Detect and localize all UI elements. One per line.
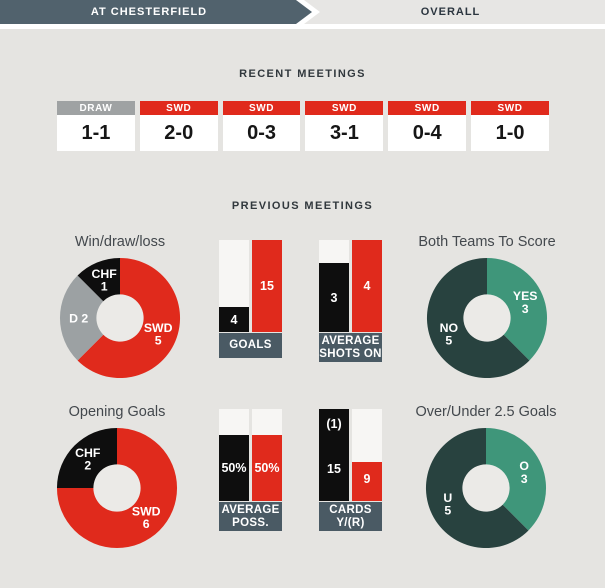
average-shots-on-bar-chf: 3 [319,240,349,332]
opening-goals-segment-label-swd: SWD 6 [132,504,161,531]
meeting-card: SWD 1-0 [471,101,549,151]
average-possession-bar-chf: 50% [219,409,249,501]
win-draw-loss-segment-draw [59,275,104,361]
both-teams-to-score-chart: Both Teams To Score YES 3 NO 5 [412,234,562,380]
meeting-score: 3-1 [305,115,384,151]
tab-bar: AT CHESTERFIELD OVERALL [0,0,605,29]
meeting-score: 1-0 [471,115,549,151]
meeting-card: SWD 0-3 [222,101,301,151]
recent-meetings-heading: RECENT MEETINGS [239,68,366,80]
both-teams-to-score-donut-hole [463,294,511,342]
goals-bar-chf: 4 [219,240,249,332]
meeting-score: 0-4 [388,115,467,151]
opening-goals-segment-chf [56,427,117,488]
over-under-2-5-goals-donut: O 3 U 5 [425,427,547,549]
average-possession-bar-swd: 50% [252,409,282,501]
goals-value-chf: 4 [230,312,238,327]
average-shots-on-label-box: AVERAGE SHOTS ON [319,333,382,362]
meeting-result-badge: SWD [139,101,218,115]
average-possession-bar-fill-swd [252,434,282,501]
previous-meetings-heading: PREVIOUS MEETINGS [231,200,374,212]
meeting-score: 0-3 [222,115,301,151]
win-draw-loss-title: Win/draw/loss [74,234,166,250]
average-shots-on-value-swd: 4 [363,279,371,293]
both-teams-to-score-donut: YES 3 NO 5 [426,257,548,379]
meeting-score: 1-1 [57,115,135,151]
meeting-result-badge: SWD [305,101,384,115]
tab-at-chesterfield[interactable]: AT CHESTERFIELD [0,0,312,24]
average-possession-bar-fill-chf [219,434,249,501]
cards-yellow-red-bar-swd: 9 [352,409,382,501]
average-shots-on-bar-fill-chf [319,263,349,332]
cards-yellow-red-bar-fill-chf [319,409,349,501]
opening-goals-segment-label-chf: CHF 2 [75,446,101,473]
average-shots-on-bar-fill-swd [352,240,382,332]
win-draw-loss-donut: SWD 5 D 2 CHF 1 [59,257,181,379]
both-teams-to-score-segment-label-yes: YES 3 [513,289,538,316]
tab-overall[interactable]: OVERALL [304,0,605,24]
win-draw-loss-segment-swd [77,257,181,379]
opening-goals-chart: Opening Goals SWD 6 CHF 2 [42,404,192,550]
meeting-result-badge: DRAW [57,101,135,115]
win-draw-loss-donut-hole [96,294,144,342]
both-teams-to-score-segment-yes [487,257,548,361]
win-draw-loss-segment-label-draw: D 2 [69,311,88,325]
goals-bars: 4 15 [219,240,282,332]
average-shots-on-value-chf: 3 [330,290,338,305]
cards-yellow-red-value-chf: 15 [327,461,341,476]
cards-yellow-red-bar-fill-swd [352,462,382,501]
tab-at-chesterfield-label: AT CHESTERFIELD [90,6,208,18]
cards-yellow-red-value-chf: (1) [326,416,342,431]
cards-yellow-red-bars: (1) 15 9 [319,409,382,501]
goals-bar-swd: 15 [252,240,282,332]
win-draw-loss-chart: Win/draw/loss SWD 5 D 2 CHF 1 [45,234,195,380]
cards-yellow-red-bar-chf: (1) 15 [319,409,349,501]
average-possession-chart: 50% 50% AVERAGE POSS. [219,409,282,531]
meeting-card: DRAW 1-1 [57,101,135,151]
average-possession-value-swd: 50% [254,460,280,475]
meeting-score: 2-0 [139,115,218,151]
win-draw-loss-segment-label-swd: SWD 5 [144,321,173,348]
tab-overall-label: OVERALL [420,6,481,18]
goals-label-box: GOALS [219,333,282,358]
both-teams-to-score-title: Both Teams To Score [418,234,556,250]
goals-bar-fill-chf [219,307,249,332]
over-under-2-5-goals-segment-over [486,427,547,531]
both-teams-to-score-segment-no [426,257,530,379]
average-shots-on-bar-swd: 4 [352,240,382,332]
average-shots-on-chart: 3 4 AVERAGE SHOTS ON [319,240,382,362]
over-under-2-5-goals-chart: Over/Under 2.5 Goals O 3 U 5 [411,404,561,550]
average-possession-label-box: AVERAGE POSS. [219,502,282,531]
goals-value-swd: 15 [260,279,274,293]
meeting-result-badge: SWD [471,101,549,115]
over-under-2-5-goals-segment-under [425,427,529,549]
cards-yellow-red-label-box: CARDS Y/(R) [319,502,382,531]
meeting-result-badge: SWD [388,101,467,115]
both-teams-to-score-segment-label-no: NO 5 [440,321,459,348]
over-under-2-5-goals-donut-hole [462,464,510,512]
cards-yellow-red-value-swd: 9 [363,471,371,486]
recent-meetings-row: DRAW 1-1 SWD 2-0 SWD 0-3 SWD 3-1 SWD 0-4 SWD 1-0 [57,101,549,151]
goals-chart: 4 15 GOALS [219,240,282,358]
meeting-card: SWD 3-1 [305,101,384,151]
average-possession-value-chf: 50% [221,460,247,475]
win-draw-loss-segment-chf [77,257,120,302]
meeting-card: SWD 0-4 [388,101,467,151]
goals-bar-fill-swd [252,240,282,332]
average-possession-bars: 50% 50% [219,409,282,501]
meeting-result-badge: SWD [222,101,301,115]
win-draw-loss-segment-label-chf: CHF 1 [92,267,118,294]
meeting-card: SWD 2-0 [139,101,218,151]
opening-goals-title: Opening Goals [68,404,166,420]
cards-chart: (1) 15 9 CARDS Y/(R) [319,409,382,531]
opening-goals-donut: SWD 6 CHF 2 [56,427,178,549]
over-under-2-5-goals-title: Over/Under 2.5 Goals [415,404,557,420]
